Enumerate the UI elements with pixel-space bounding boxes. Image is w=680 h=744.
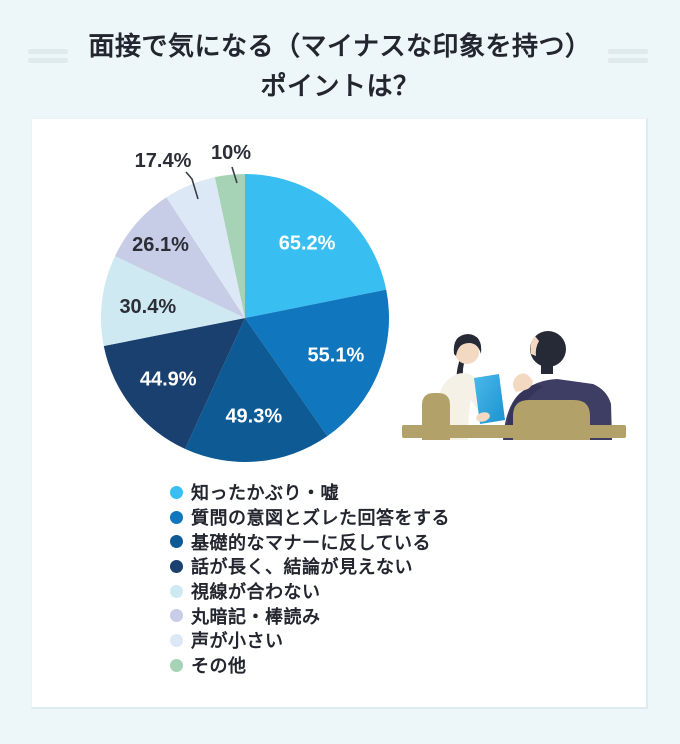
- legend-item: 丸暗記・棒読み: [170, 603, 450, 628]
- legend-label: その他: [191, 656, 247, 677]
- pie-slice: [245, 289, 390, 437]
- legend-dot: [170, 633, 183, 647]
- interview-illustration: [402, 331, 626, 440]
- title-line-1: 面接で気になる（マイナスな印象を持つ）: [88, 31, 592, 61]
- legend-item: 話が長く、結論が見えない: [170, 554, 450, 579]
- label-leader-line: [231, 166, 238, 184]
- clipboard: [474, 374, 505, 424]
- legend-label: 知ったかぶり・嘘: [191, 483, 339, 504]
- legend-label: 基礎的なマナーに反している: [191, 532, 431, 553]
- man-cheek: [530, 336, 539, 356]
- legend-dot: [170, 485, 183, 499]
- pie-slice: [214, 173, 245, 318]
- legend-label: 声が小さい: [191, 631, 284, 652]
- pie-slice: [166, 177, 245, 318]
- pie-slice-label: 49.3%: [225, 406, 282, 428]
- woman-face: [455, 340, 479, 364]
- pie-slice: [114, 197, 245, 318]
- furniture: [402, 393, 626, 440]
- pie-slice-label: 65.2%: [279, 232, 336, 254]
- pie-slice-label: 30.4%: [119, 296, 176, 318]
- legend-item: 質問の意図とズレた回答をする: [170, 505, 450, 530]
- woman-hair: [453, 334, 482, 356]
- legend-label: 質問の意図とズレた回答をする: [191, 508, 450, 529]
- decorative-bar: [608, 49, 648, 54]
- legend-label: 話が長く、結論が見えない: [191, 557, 413, 578]
- pie-slice-label: 17.4%: [135, 150, 192, 172]
- legend-label: 丸暗記・棒読み: [191, 606, 321, 627]
- legend-label: 視線が合わない: [191, 582, 321, 603]
- legend-dot: [170, 510, 183, 524]
- man-hand: [513, 373, 533, 392]
- legend-dot: [170, 584, 183, 598]
- pie-slice: [103, 318, 245, 449]
- label-leader-line: [185, 171, 199, 200]
- pie-slice-label: 55.1%: [308, 345, 365, 367]
- clipboard-sheet: [474, 374, 505, 424]
- decorative-lines-left: [28, 49, 68, 67]
- decorative-bar: [28, 58, 68, 63]
- decorative-bar: [28, 49, 68, 54]
- legend-item: その他: [170, 653, 450, 678]
- legend-item: 基礎的なマナーに反している: [170, 529, 450, 554]
- title-line-2: ポイントは？: [260, 71, 420, 101]
- chart-legend: 知ったかぶり・嘘質問の意図とズレた回答をする 基礎的なマナーに反している 話が長く、…: [170, 480, 450, 678]
- decorative-bar: [608, 58, 648, 63]
- pie-slice: [245, 174, 387, 318]
- legend-dot: [170, 658, 183, 672]
- legend-item: 視線が合わない: [170, 579, 450, 604]
- man-head: [530, 331, 566, 367]
- man-neck: [541, 365, 553, 374]
- pie-slice-label: 26.1%: [132, 234, 189, 256]
- pie-slice: [100, 256, 245, 347]
- table: [402, 425, 626, 438]
- pie-slice: [185, 318, 328, 463]
- legend-dot: [170, 609, 183, 623]
- decorative-lines-right: [608, 49, 648, 67]
- legend-item: 声が小さい: [170, 628, 450, 653]
- legend-dot: [170, 559, 183, 573]
- legend-item: 知ったかぶり・嘘: [170, 480, 450, 505]
- page-title: 面接で気になる（マイナスな印象を持つ） ポイントは？: [0, 26, 680, 106]
- legend-dot: [170, 535, 183, 549]
- pie-slice-label: 10%: [211, 142, 251, 164]
- woman-hand: [476, 412, 490, 422]
- pie-slice-label: 44.9%: [140, 369, 197, 391]
